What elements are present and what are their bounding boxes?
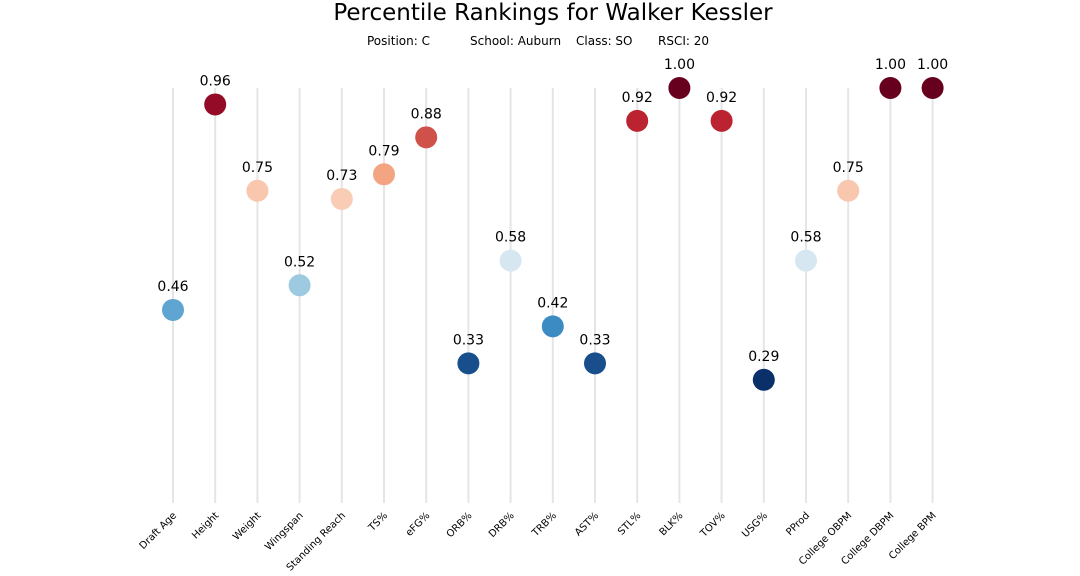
x-tick-label: USG% <box>740 510 770 540</box>
data-point <box>204 93 227 116</box>
x-tick-label: Weight <box>231 510 263 542</box>
value-label: 0.88 <box>411 106 442 122</box>
data-point <box>415 126 438 149</box>
data-point <box>626 109 649 132</box>
value-label: 0.75 <box>833 160 864 176</box>
data-point <box>499 249 522 272</box>
value-label: 1.00 <box>664 57 695 73</box>
points-group <box>162 77 944 391</box>
chart-title: Percentile Rankings for Walker Kessler <box>333 0 773 26</box>
subtitle-school: School: Auburn <box>470 34 561 48</box>
value-label: 0.46 <box>157 279 188 295</box>
data-point <box>921 77 944 99</box>
subtitle-position: Position: C <box>367 34 430 48</box>
subtitle-rsci: RSCI: 20 <box>658 34 709 48</box>
x-tick-label: ORB% <box>445 510 475 540</box>
value-label: 0.58 <box>495 230 526 246</box>
value-label: 0.33 <box>453 332 484 348</box>
data-point <box>837 179 860 202</box>
stems-group <box>172 88 934 503</box>
value-label: 0.92 <box>622 90 653 106</box>
x-tick-label: eFG% <box>404 510 432 538</box>
data-point <box>668 77 691 99</box>
x-tick-label: PProd <box>784 510 812 538</box>
value-label: 0.73 <box>326 168 357 184</box>
data-point <box>373 163 395 186</box>
value-label: 0.75 <box>242 160 273 176</box>
data-point <box>879 77 902 99</box>
value-label: 0.79 <box>368 143 399 159</box>
value-label: 0.92 <box>706 90 737 106</box>
x-tick-label: TS% <box>366 510 390 534</box>
data-point <box>710 109 733 132</box>
data-point <box>330 187 353 210</box>
value-labels-group: 0.46 0.96 0.75 0.52 0.73 0.79 0.88 0.33 0.58 0.42… <box>157 57 948 365</box>
x-tick-label: BLK% <box>658 510 686 538</box>
data-point <box>288 274 311 297</box>
value-label: 1.00 <box>875 57 906 73</box>
value-label: 0.96 <box>200 73 231 89</box>
x-tick-label: STL% <box>616 510 643 537</box>
data-point <box>457 352 480 375</box>
data-point <box>246 179 269 202</box>
x-tick-label: Wingspan <box>263 510 306 553</box>
data-point <box>162 298 184 321</box>
data-point <box>752 368 775 391</box>
value-label: 0.52 <box>284 254 315 270</box>
x-tick-label: DRB% <box>487 510 517 540</box>
x-tick-label: Draft Age <box>138 510 180 552</box>
value-label: 0.42 <box>537 295 568 311</box>
data-point <box>795 249 817 272</box>
value-label: 0.58 <box>790 230 821 246</box>
x-tick-label: TOV% <box>698 510 728 540</box>
chart-subtitle: Position: C School: Auburn Class: SO RSC… <box>367 34 709 48</box>
value-label: 1.00 <box>917 57 948 73</box>
x-tick-label: Height <box>190 510 221 541</box>
x-tick-label: TRB% <box>530 510 559 539</box>
x-tick-label: AST% <box>573 510 601 538</box>
data-point <box>541 315 564 338</box>
value-label: 0.29 <box>748 349 779 365</box>
subtitle-class: Class: SO <box>576 34 633 48</box>
data-point <box>584 352 606 375</box>
value-label: 0.33 <box>579 332 610 348</box>
